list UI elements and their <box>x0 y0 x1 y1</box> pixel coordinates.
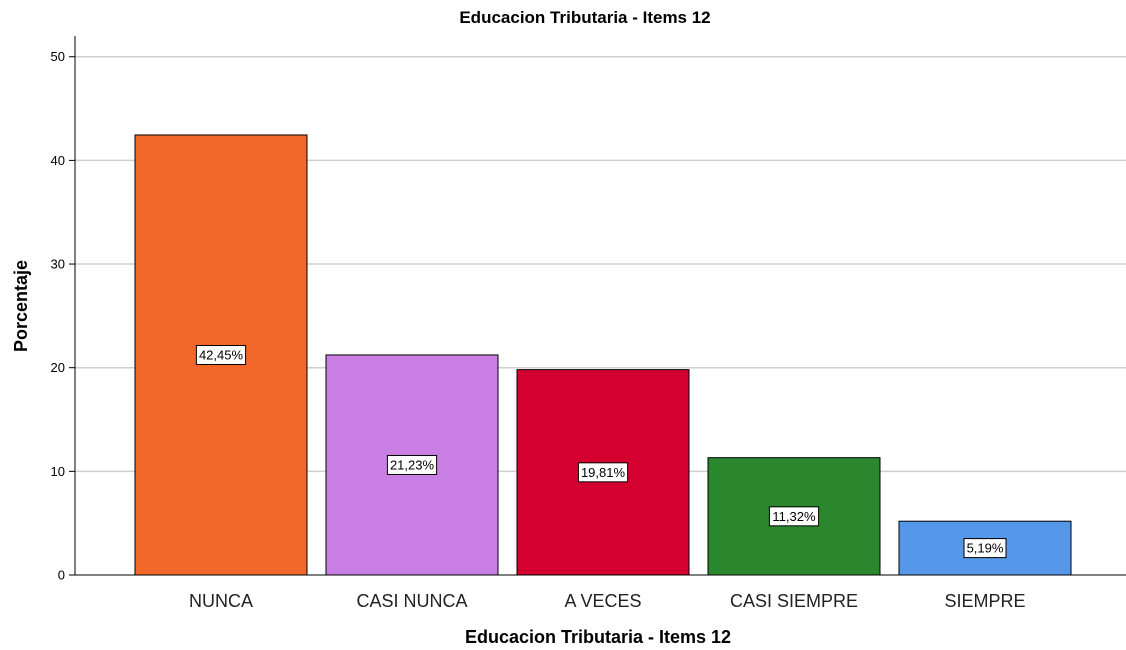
y-tick-label: 50 <box>51 49 65 64</box>
data-label-box <box>577 462 629 483</box>
chart-title: Educacion Tributaria - Items 12 <box>459 8 710 27</box>
data-label: 5,19% <box>967 541 1004 556</box>
y-tick-labels: 0 10 20 30 40 50 <box>51 49 65 582</box>
data-labels: 42,45% 21,23% 19,81% 11,32% 5,19% <box>195 344 1007 559</box>
data-label-box <box>963 538 1007 559</box>
y-tick-label: 30 <box>51 257 65 272</box>
y-tick-label: 10 <box>51 464 65 479</box>
x-category-label: A VECES <box>564 591 641 611</box>
y-tick-label: 40 <box>51 153 65 168</box>
y-axis-title: Porcentaje <box>11 260 31 352</box>
data-label: 21,23% <box>390 457 435 472</box>
data-label: 19,81% <box>581 465 626 480</box>
x-axis-title: Educacion Tributaria - Items 12 <box>465 627 731 647</box>
x-category-labels: NUNCA CASI NUNCA A VECES CASI SIEMPRE SIEMPR… <box>189 591 1026 611</box>
y-tick-label: 0 <box>58 568 65 583</box>
x-category-label: CASI NUNCA <box>356 591 467 611</box>
x-category-label: CASI SIEMPRE <box>730 591 858 611</box>
data-label-box <box>386 454 438 475</box>
data-label: 42,45% <box>199 347 244 362</box>
data-label-box <box>768 506 820 527</box>
data-label: 11,32% <box>772 509 816 524</box>
x-category-label: NUNCA <box>189 591 253 611</box>
axes <box>69 36 1126 576</box>
y-tick-label: 20 <box>51 360 65 375</box>
data-label-box <box>195 344 247 365</box>
x-category-label: SIEMPRE <box>944 591 1025 611</box>
